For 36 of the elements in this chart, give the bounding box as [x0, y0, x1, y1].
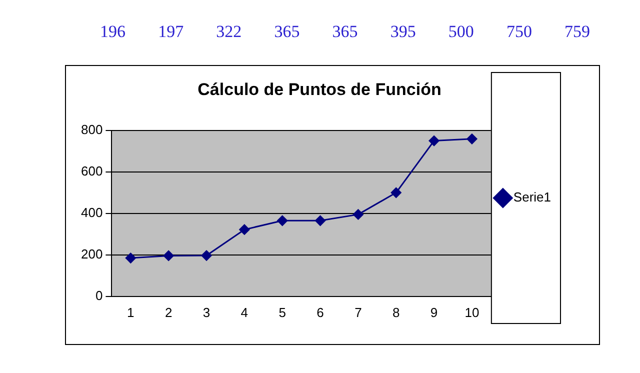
text: 365 — [274, 22, 300, 42]
text: 196 — [100, 22, 126, 42]
point — [390, 187, 402, 198]
point — [125, 252, 136, 264]
x-tick-label: 7 — [354, 304, 362, 320]
point — [239, 224, 250, 235]
x-tick-label: 5 — [278, 304, 286, 320]
x-tick-label: 3 — [202, 304, 210, 320]
y-tick-label: 400 — [80, 204, 103, 220]
x-tick-label: 2 — [164, 304, 172, 320]
y-tick-label: 800 — [80, 122, 103, 137]
x-tick-label: 6 — [316, 304, 324, 320]
point — [163, 250, 174, 261]
text: 759 — [564, 22, 590, 42]
legend-label: Serie1 — [513, 190, 551, 205]
text: 500 — [448, 22, 474, 42]
text: 365 — [332, 22, 358, 42]
x-tick-label: 8 — [392, 304, 400, 320]
x-tick-label: 9 — [430, 304, 438, 320]
point — [277, 215, 288, 226]
point — [428, 136, 440, 146]
y-tick-label: 0 — [95, 288, 103, 303]
text: 322 — [216, 22, 242, 42]
y-tick-label: 200 — [80, 246, 103, 262]
point — [201, 250, 212, 261]
chart-title: Cálculo de Puntos de Función — [198, 80, 442, 99]
x-tick-label: 10 — [464, 304, 480, 320]
point — [466, 134, 478, 144]
x-tick-label: 4 — [240, 304, 248, 320]
text: 395 — [390, 22, 416, 42]
text: 750 — [506, 22, 532, 42]
x-tick-label: 1 — [127, 304, 134, 320]
text: 197 — [158, 22, 184, 42]
y-tick-label: 600 — [80, 163, 103, 178]
point — [352, 209, 364, 220]
point — [315, 215, 326, 226]
